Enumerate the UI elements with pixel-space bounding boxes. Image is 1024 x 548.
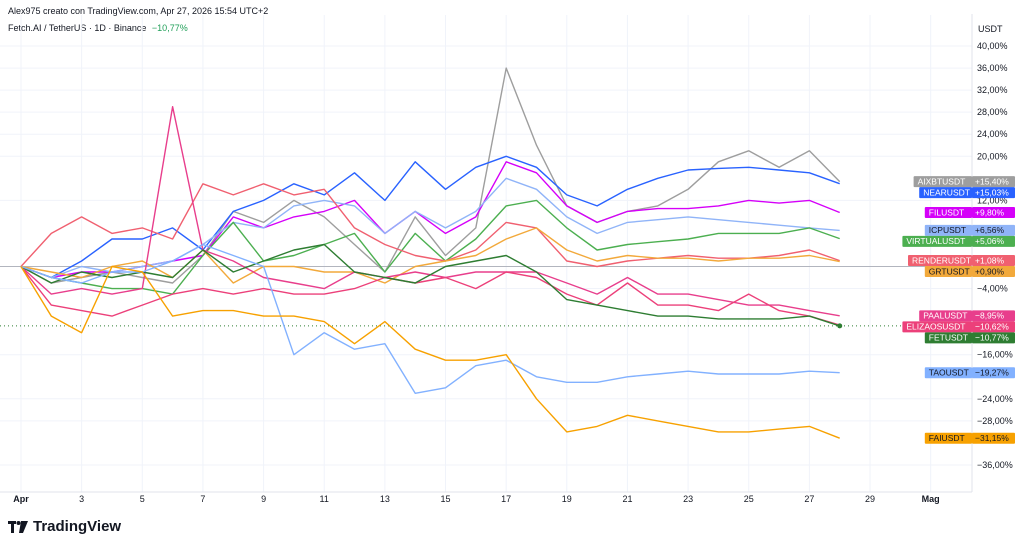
legend-tag-name-faiusdt: FAIUSDT [929,433,965,443]
value-badge-aixbtusdt [972,176,1015,188]
value-badge-fetusdt [972,332,1015,344]
legend-tag-icpusdt[interactable] [924,224,972,236]
legend-tag-paalusdt[interactable] [919,310,972,322]
y-tick-label-32-00: 32,00% [977,85,1008,95]
legend-tag-virtualusdt[interactable] [902,235,972,247]
y-tick-label-36-00: −36,00% [977,460,1013,470]
value-badge-label-fetusdt: −10,77% [975,333,1009,343]
legend-tag-name-nearusdt: NEARUSDT [923,187,970,197]
x-tick-label-13: 13 [380,494,390,504]
legend-tag-renderusdt[interactable] [908,255,972,267]
x-tick-label-29: 29 [865,494,875,504]
value-badge-paalusdt [972,310,1015,322]
legend-tag-name-paalusdt: PAALUSDT [923,311,967,321]
value-badge-grtusdt [972,266,1015,278]
y-tick-label-28-00: −28,00% [977,416,1013,426]
x-tick-label-mag: Mag [922,494,940,504]
tradingview-logo-icon [8,520,28,533]
legend-tag-name-fetusdt: FETUSDT [929,333,968,343]
y-tick-label-16-00: −16,00% [977,350,1013,360]
legend-tag-name-grtusdt: GRTUSDT [929,266,970,276]
x-tick-label-25: 25 [744,494,754,504]
y-tick-label-36-00: 36,00% [977,63,1008,73]
legend-tag-elizaosusdt[interactable] [902,321,972,333]
y-tick-label-12-00: 12,00% [977,195,1008,205]
series-line-icpusdt[interactable] [20,177,840,279]
value-badge-label-taousdt: −19,27% [975,368,1009,378]
legend-tag-name-taousdt: TAOUSDT [929,368,969,378]
legend-tag-nearusdt[interactable] [919,187,972,199]
x-tick-label-11: 11 [320,494,329,504]
y-tick-label-28-00: 28,00% [977,107,1008,117]
value-badge-label-faiusdt: −31,15% [975,433,1009,443]
legend-tag-name-aixbtusdt: AIXBTUSDT [918,176,966,186]
price-scale-currency: USDT [978,24,1003,34]
y-tick-label-24-00: 24,00% [977,129,1008,139]
value-badge-faiusdt [972,432,1015,444]
legend-tag-name-elizaosusdt: ELIZAOSUSDT [906,322,965,332]
x-tick-label-27: 27 [804,494,814,504]
legend-tag-aixbtusdt[interactable] [913,176,972,188]
x-tick-label-21: 21 [622,494,632,504]
value-badge-label-filusdt: +9,80% [975,207,1005,217]
x-tick-label-23: 23 [683,494,693,504]
series-line-paalusdt[interactable] [20,105,840,317]
x-tick-label-15: 15 [441,494,451,504]
brand-name: TradingView [33,518,122,535]
y-tick-label-40-00: 40,00% [977,41,1008,51]
value-badge-virtualusdt [972,235,1015,247]
x-tick-label-19: 19 [562,494,572,504]
x-tick-label-7: 7 [200,494,205,504]
legend-tag-taousdt[interactable] [924,367,972,379]
x-tick-label-apr: Apr [13,494,29,504]
x-tick-label-9: 9 [261,494,266,504]
value-badge-icpusdt [972,224,1015,236]
legend-tag-faiusdt[interactable] [924,432,972,444]
series-line-grtusdt[interactable] [20,227,840,284]
value-badge-label-aixbtusdt: +15,40% [975,176,1009,186]
value-badge-label-icpusdt: +6,56% [975,225,1005,235]
series-line-elizaosusdt[interactable] [20,266,840,326]
value-badge-taousdt [972,367,1015,379]
value-badge-elizaosusdt [972,321,1015,333]
series-line-aixbtusdt[interactable] [20,67,841,284]
series-line-faiusdt[interactable] [20,265,840,439]
legend-tag-filusdt[interactable] [924,206,972,218]
symbol-info: Fetch.AI / TetherUS · 1D · Binance −10,7… [8,23,188,33]
value-badge-filusdt [972,206,1015,218]
value-badge-label-nearusdt: +15,03% [975,187,1009,197]
fetusdt-last-point [837,323,843,329]
series-line-nearusdt[interactable] [20,155,840,279]
value-badge-label-paalusdt: −8,95% [975,311,1005,321]
series-line-fetusdt[interactable] [20,243,840,327]
value-badge-label-grtusdt: +0,90% [975,266,1005,276]
chart-author-line: Alex975 creato con TradingView.com, Apr … [8,6,269,16]
legend-tag-name-virtualusdt: VIRTUALUSDT [906,236,965,246]
value-badge-nearusdt [972,187,1015,199]
legend-tag-grtusdt[interactable] [924,266,972,278]
y-tick-label-24-00: −24,00% [977,394,1013,404]
symbol-name: Fetch.AI / TetherUS · 1D · Binance [8,23,147,33]
value-badge-renderusdt [972,255,1015,267]
x-tick-label-3: 3 [79,494,84,504]
series-line-virtualusdt[interactable] [20,199,840,295]
x-tick-label-5: 5 [140,494,145,504]
brand: TradingView [8,518,121,535]
value-badge-label-elizaosusdt: −10,62% [975,322,1009,332]
y-tick-label-4-00: −4,00% [977,284,1008,294]
legend-tag-fetusdt[interactable] [924,332,972,344]
legend-tag-name-renderusdt: RENDERUSDT [912,255,971,265]
series-line-taousdt[interactable] [20,243,840,394]
series-line-renderusdt[interactable] [20,183,840,268]
symbol-change: −10,77% [151,23,188,33]
legend-tag-name-filusdt: FILUSDT [929,207,964,217]
value-badge-label-renderusdt: +1,08% [975,255,1005,265]
y-tick-label-20-00: 20,00% [977,151,1008,161]
legend-tag-name-icpusdt: ICPUSDT [929,225,966,235]
x-tick-label-17: 17 [501,494,511,504]
value-badge-label-virtualusdt: +5,06% [975,236,1005,246]
